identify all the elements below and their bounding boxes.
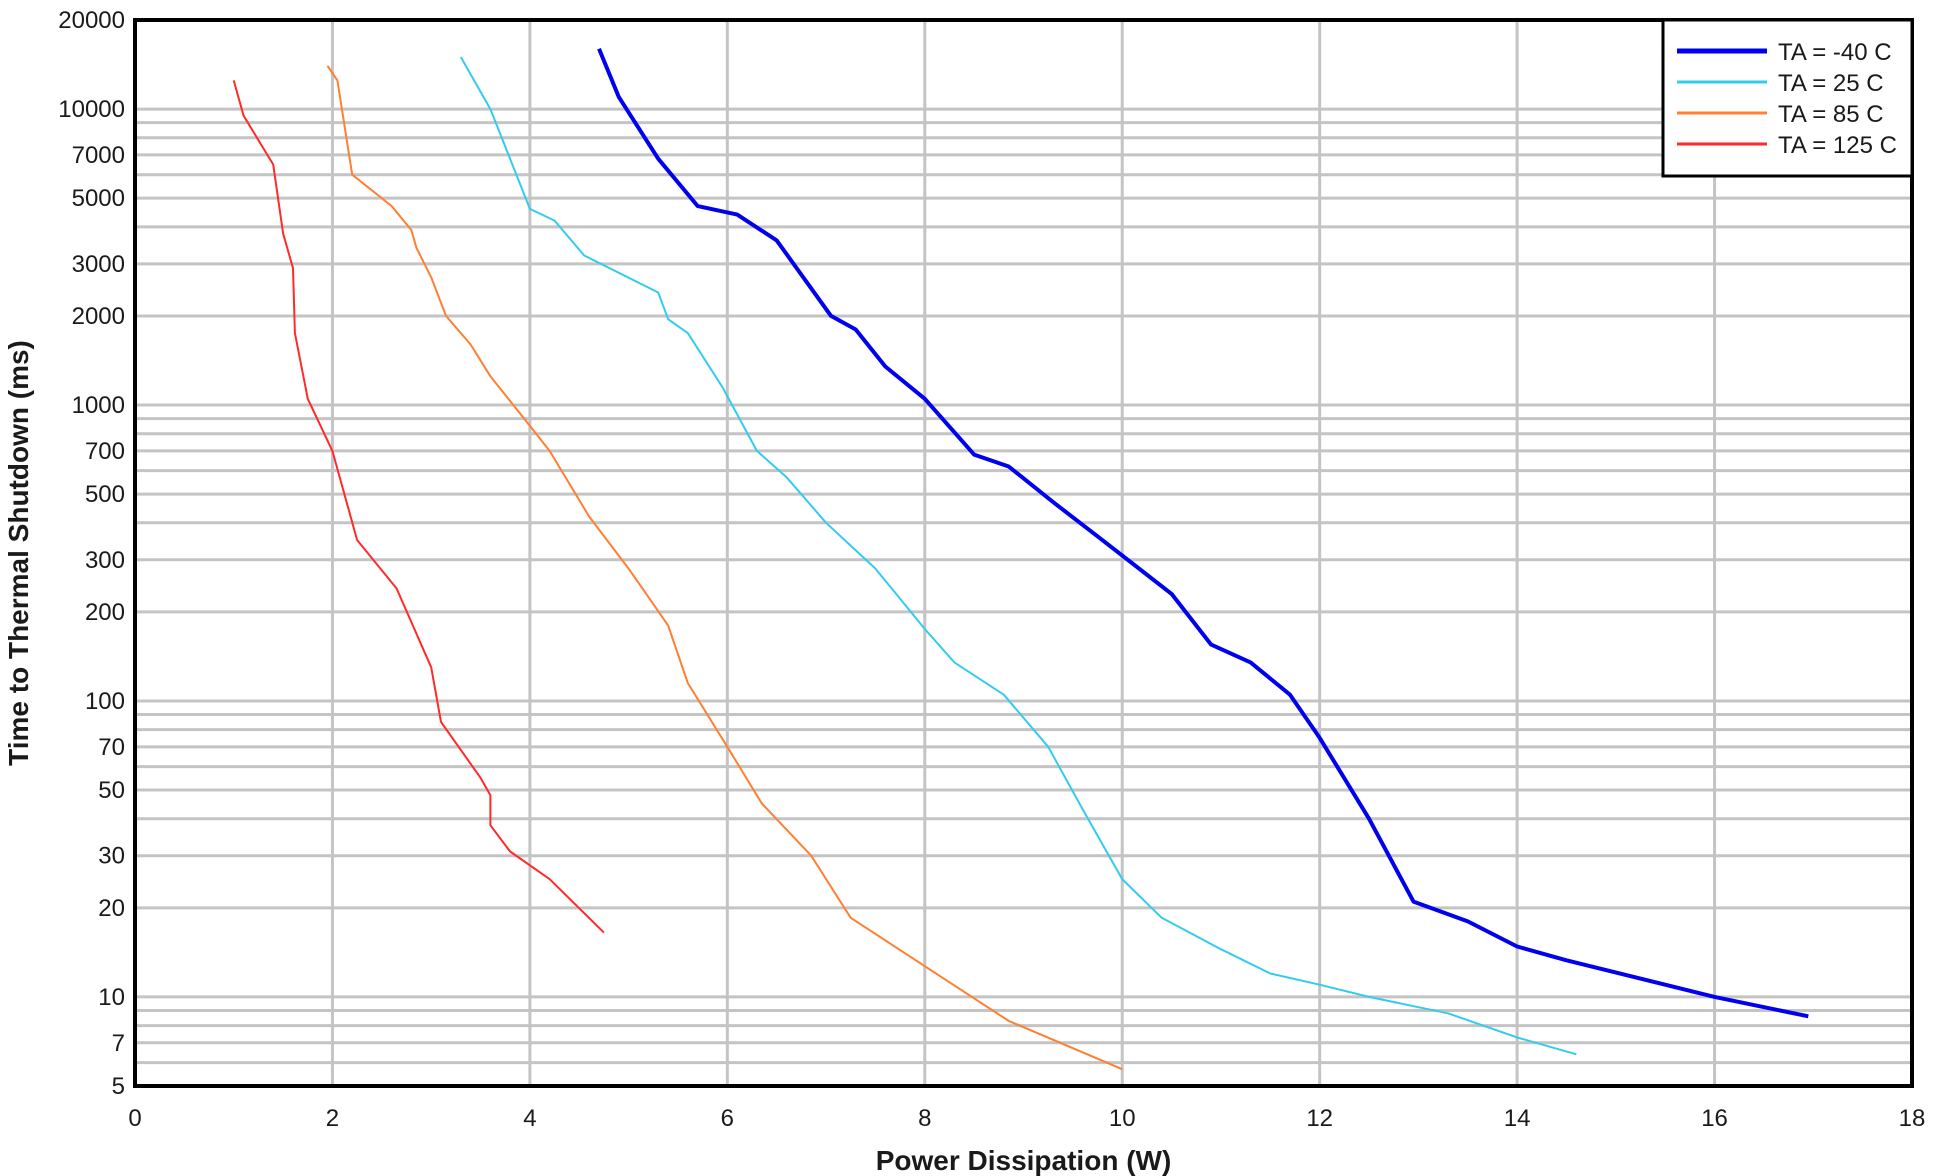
y-tick-label: 500 bbox=[85, 481, 125, 508]
x-axis-ticks: 0 2 4 6 8 10 12 14 16 18 bbox=[128, 1105, 1925, 1132]
y-tick-label: 20 bbox=[98, 895, 125, 922]
y-tick-label: 2000 bbox=[72, 303, 125, 330]
gridlines bbox=[135, 20, 1912, 1086]
x-tick-label: 14 bbox=[1504, 1105, 1531, 1132]
y-tick-label: 30 bbox=[98, 843, 125, 870]
series-line-3 bbox=[232, 80, 605, 934]
x-axis-title: Power Dissipation (W) bbox=[876, 1145, 1172, 1176]
y-axis-ticks: 5 7 10 20 30 50 70 100 200 300 500 700 1000 2000 3000 5… bbox=[58, 7, 125, 1100]
data-series bbox=[232, 47, 1809, 1071]
y-tick-label: 100 bbox=[85, 688, 125, 715]
y-tick-label: 10000 bbox=[58, 96, 125, 123]
y-tick-label: 50 bbox=[98, 777, 125, 804]
x-tick-label: 10 bbox=[1109, 1105, 1136, 1132]
x-tick-label: 0 bbox=[128, 1105, 141, 1132]
y-tick-label: 3000 bbox=[72, 251, 125, 278]
x-tick-label: 12 bbox=[1306, 1105, 1333, 1132]
legend-label: TA = 85 C bbox=[1778, 101, 1884, 128]
series-line-2 bbox=[326, 65, 1123, 1071]
y-tick-label: 200 bbox=[85, 599, 125, 626]
legend-label: TA = -40 C bbox=[1778, 39, 1892, 66]
y-tick-label: 70 bbox=[98, 734, 125, 761]
legend: TA = -40 C TA = 25 C TA = 85 C TA = 125 C bbox=[1661, 18, 1914, 178]
x-tick-label: 16 bbox=[1701, 1105, 1728, 1132]
y-tick-label: 300 bbox=[85, 547, 125, 574]
y-axis-title: Time to Thermal Shutdown (ms) bbox=[3, 340, 34, 766]
x-tick-label: 8 bbox=[918, 1105, 931, 1132]
y-tick-label: 7000 bbox=[72, 142, 125, 169]
series-line-1 bbox=[459, 56, 1577, 1056]
y-tick-label: 5 bbox=[112, 1073, 125, 1100]
y-tick-label: 20000 bbox=[58, 7, 125, 34]
x-tick-label: 2 bbox=[326, 1105, 339, 1132]
y-tick-label: 1000 bbox=[72, 392, 125, 419]
legend-label: TA = 125 C bbox=[1778, 132, 1897, 159]
y-tick-label: 5000 bbox=[72, 185, 125, 212]
x-tick-label: 4 bbox=[523, 1105, 536, 1132]
legend-label: TA = 25 C bbox=[1778, 70, 1884, 97]
legend-box bbox=[1661, 18, 1914, 178]
x-tick-label: 18 bbox=[1899, 1105, 1926, 1132]
plot-frame bbox=[133, 18, 1914, 1088]
y-tick-label: 700 bbox=[85, 438, 125, 465]
y-tick-label: 7 bbox=[112, 1030, 125, 1057]
y-tick-label: 10 bbox=[98, 984, 125, 1011]
series-line-0 bbox=[597, 47, 1809, 1019]
x-tick-label: 6 bbox=[721, 1105, 734, 1132]
